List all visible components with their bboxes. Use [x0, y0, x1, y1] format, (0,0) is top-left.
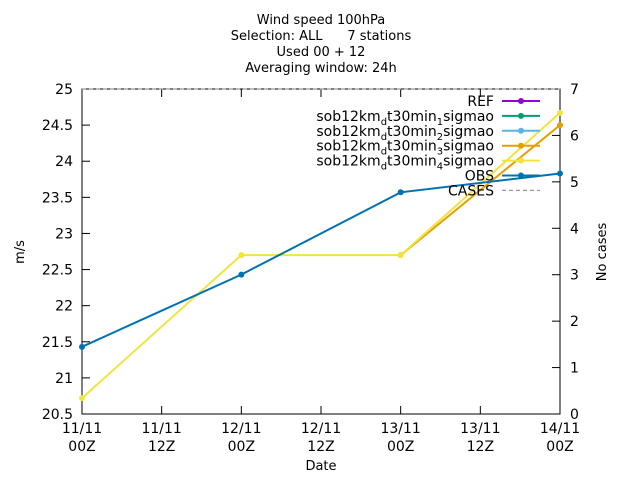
y2-tick-label: 6: [570, 128, 579, 144]
series-point-sob12km-d-t30min-4-sigmao: [397, 252, 404, 259]
x-tick-label: 12/11: [221, 421, 261, 437]
y2-tick-label: 0: [570, 407, 579, 423]
y2-tick-label: 4: [570, 221, 579, 237]
x-tick-label: 13/11: [460, 421, 500, 437]
x-tick-label: 12/11: [301, 421, 341, 437]
y-tick-label: 23.5: [42, 190, 73, 206]
x-tick-label: 11/11: [62, 421, 102, 437]
y-tick-label: 23: [55, 226, 73, 242]
series-point-obs: [238, 271, 245, 278]
x-tick-label: 00Z: [387, 439, 414, 455]
y-tick-label: 24.5: [42, 118, 73, 134]
x-axis: 11/11 00Z 11/11 12Z 12/11 00Z 12/11 12Z 13/11 00Z…: [62, 89, 580, 455]
y2-axis-label: No cases: [595, 223, 610, 282]
x-tick-label: 12Z: [307, 439, 334, 455]
y-tick-label: 22: [55, 299, 73, 315]
title-line-4: Averaging window: 24h: [245, 61, 397, 76]
series-point-sob12km-d-t30min-4-sigmao: [557, 109, 563, 116]
legend-label-sob12km-d-t30min-3-sigmao: sob12kmdt30min3sigmao: [316, 139, 494, 158]
x-tick-label: 12Z: [148, 439, 175, 455]
y2-axis: 0 1 2 3 4 5 6 7: [552, 82, 579, 423]
y2-tick-label: 1: [570, 361, 579, 377]
legend: REFsob12kmdt30min1sigmaosob12kmdt30min2s…: [316, 94, 540, 199]
series-line-sob12km-d-t30min-3-sigmao: [400, 124, 561, 256]
series-point-obs: [79, 343, 85, 350]
y-tick-label: 24: [55, 154, 73, 170]
y2-tick-label: 2: [570, 314, 579, 330]
legend-marker-ref: [518, 98, 524, 104]
x-tick-label: 00Z: [228, 439, 255, 455]
series-point-sob12km-d-t30min-4-sigmao: [238, 252, 245, 259]
legend-marker-sob12km-d-t30min-2-sigmao: [518, 127, 524, 134]
title-line-3: Used 00 + 12: [277, 45, 366, 60]
series-point-sob12km-d-t30min-3-sigmao: [557, 122, 563, 129]
x-tick-label: 00Z: [68, 439, 95, 455]
series-point-sob12km-d-t30min-4-sigmao: [79, 395, 85, 402]
y-tick-label: 22.5: [42, 263, 73, 279]
y-tick-label: 21.5: [42, 335, 73, 351]
title-line-2: Selection: ALL 7 stations: [231, 29, 412, 44]
series-line-obs: [81, 172, 561, 348]
legend-marker-sob12km-d-t30min-1-sigmao: [518, 112, 524, 119]
title-line-1: Wind speed 100hPa: [257, 13, 385, 28]
legend-label-sob12km-d-t30min-4-sigmao: sob12kmdt30min4sigmao: [316, 154, 494, 173]
legend-label-sob12km-d-t30min-1-sigmao: sob12kmdt30min1sigmao: [316, 109, 494, 128]
legend-label-ref: REF: [467, 94, 494, 110]
x-tick-label: 12Z: [467, 439, 494, 455]
series-point-obs: [557, 170, 563, 177]
x-tick-label: 00Z: [546, 439, 573, 455]
legend-marker-sob12km-d-t30min-4-sigmao: [518, 157, 524, 164]
x-tick-label: 14/11: [540, 421, 580, 437]
legend-label-sob12km-d-t30min-2-sigmao: sob12kmdt30min2sigmao: [316, 124, 494, 143]
chart-title: Wind speed 100hPa Selection: ALL 7 stati…: [231, 13, 412, 76]
y-axis-label: m/s: [13, 240, 28, 264]
legend-label-cases: CASES: [448, 183, 494, 199]
x-axis-label: Date: [305, 459, 336, 474]
x-tick-label: 11/11: [141, 421, 181, 437]
y-tick-label: 21: [55, 371, 73, 387]
series-point-obs: [397, 189, 404, 196]
series-layer: [79, 88, 563, 402]
legend-marker-sob12km-d-t30min-3-sigmao: [518, 142, 524, 149]
series-line-sob12km-d-t30min-4-sigmao: [81, 112, 561, 399]
y2-tick-label: 7: [570, 82, 579, 98]
y2-tick-label: 3: [570, 268, 579, 284]
y-tick-label: 20.5: [42, 407, 73, 423]
x-tick-label: 13/11: [380, 421, 420, 437]
legend-label-obs: OBS: [465, 169, 494, 185]
y2-tick-label: 5: [570, 175, 579, 191]
y-tick-label: 25: [55, 82, 73, 98]
legend-marker-obs: [518, 172, 524, 179]
y-axis: 20.5 21 21.5 22 22.5 23 23.5 24 24.5 25: [42, 82, 90, 423]
